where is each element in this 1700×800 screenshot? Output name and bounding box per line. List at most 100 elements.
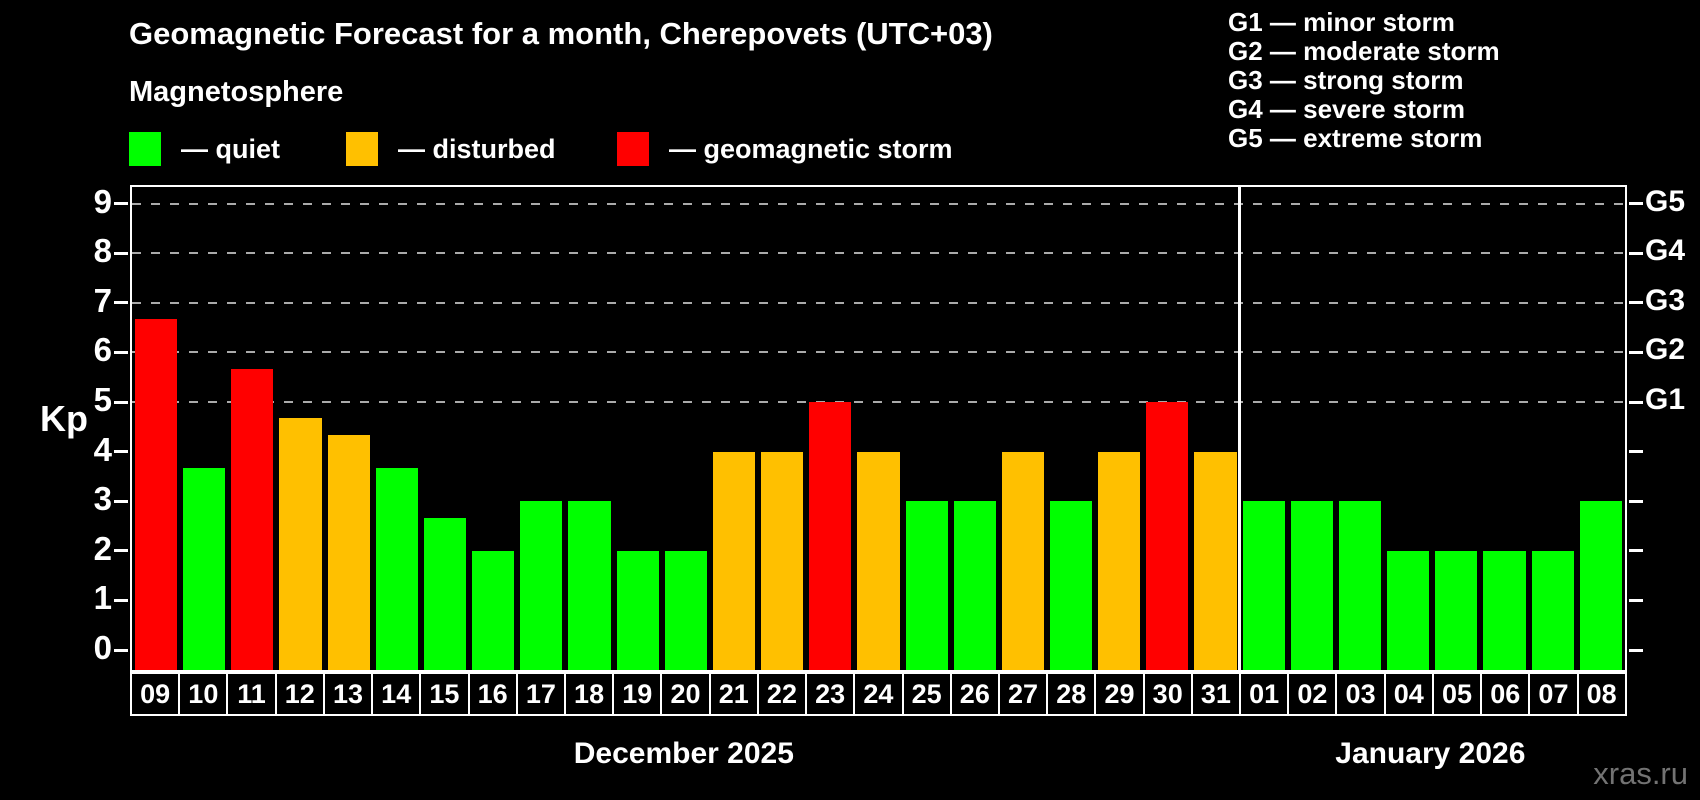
day-label-21: 21 bbox=[708, 672, 759, 716]
kp-bar bbox=[712, 452, 756, 670]
bar-slot-day-23 bbox=[806, 187, 854, 670]
day-label-15: 15 bbox=[419, 672, 470, 716]
kp-bar bbox=[1194, 452, 1237, 670]
day-label-16: 16 bbox=[467, 672, 518, 716]
bar-slot-day-20 bbox=[662, 187, 710, 670]
bar-slot-day-16 bbox=[469, 187, 517, 670]
day-label-20: 20 bbox=[660, 672, 711, 716]
kp-tick-label: 2 bbox=[93, 529, 112, 567]
plot-area bbox=[114, 185, 1643, 672]
kp-bar bbox=[183, 468, 226, 670]
left-tick bbox=[114, 251, 128, 255]
bar-slot-day-12 bbox=[276, 187, 324, 670]
g-axis-label-g5: G5 bbox=[1645, 184, 1686, 218]
day-label-19: 19 bbox=[612, 672, 663, 716]
watermark: xras.ru bbox=[1593, 756, 1688, 791]
kp-bar bbox=[809, 402, 852, 670]
day-label-30: 30 bbox=[1142, 672, 1193, 716]
kp-tick-label: 8 bbox=[93, 232, 112, 270]
bar-slot-day-05 bbox=[1432, 187, 1480, 670]
kp-tick-label: 3 bbox=[93, 480, 112, 518]
right-tick bbox=[1629, 251, 1643, 255]
kp-bar bbox=[1242, 501, 1285, 670]
left-tick bbox=[114, 499, 128, 503]
bar-slot-day-25 bbox=[903, 187, 951, 670]
kp-bar bbox=[279, 418, 322, 670]
kp-bar bbox=[231, 369, 274, 670]
g-legend-line: G3 — strong storm bbox=[1228, 65, 1464, 95]
right-tick bbox=[1629, 350, 1643, 354]
day-label-13: 13 bbox=[322, 672, 374, 716]
day-label-26: 26 bbox=[949, 672, 1000, 716]
day-label-22: 22 bbox=[756, 672, 808, 716]
bar-slot-day-10 bbox=[180, 187, 228, 670]
kp-bar bbox=[1049, 501, 1093, 670]
left-tick bbox=[114, 350, 128, 354]
legend-item-quiet: — quiet bbox=[129, 131, 280, 167]
storm-swatch bbox=[617, 132, 649, 166]
day-label-18: 18 bbox=[563, 672, 615, 716]
g-axis-label-g1: G1 bbox=[1645, 383, 1686, 416]
day-label-14: 14 bbox=[371, 672, 422, 716]
kp-bar bbox=[616, 551, 659, 670]
kp-bar bbox=[1387, 551, 1430, 670]
bar-slot-day-19 bbox=[614, 187, 662, 670]
day-label-24: 24 bbox=[853, 672, 904, 716]
day-label-28: 28 bbox=[1046, 672, 1097, 716]
day-label-09: 09 bbox=[130, 672, 181, 716]
kp-bar bbox=[520, 501, 563, 670]
day-label-07: 07 bbox=[1528, 672, 1579, 716]
kp-bar bbox=[1483, 551, 1526, 670]
day-label-31: 31 bbox=[1190, 672, 1242, 716]
kp-bar bbox=[905, 501, 948, 670]
day-label-25: 25 bbox=[901, 672, 952, 716]
bar-slot-day-29 bbox=[1095, 187, 1143, 670]
right-tick bbox=[1629, 648, 1643, 652]
kp-bar bbox=[135, 319, 178, 670]
legend-item-label: — geomagnetic storm bbox=[669, 133, 953, 164]
bar-slot-day-06 bbox=[1480, 187, 1528, 670]
day-axis: 09 10 11 12 13 14 15 16 17 18 19 20 21 22 23 24 25 26 27 28… bbox=[130, 672, 1627, 716]
day-label-05: 05 bbox=[1431, 672, 1483, 716]
day-label-17: 17 bbox=[515, 672, 566, 716]
left-tick bbox=[114, 598, 128, 602]
right-tick bbox=[1629, 598, 1643, 602]
left-tick bbox=[114, 549, 128, 553]
day-label-03: 03 bbox=[1335, 672, 1386, 716]
bar-slot-day-21 bbox=[710, 187, 758, 670]
kp-tick-label: 0 bbox=[93, 629, 112, 666]
kp-bar bbox=[1290, 501, 1333, 670]
bar-slot-day-02 bbox=[1288, 187, 1336, 670]
kp-tick-label: 4 bbox=[93, 430, 112, 468]
month-label: December 2025 bbox=[573, 737, 794, 770]
g-legend-line: G2 — moderate storm bbox=[1228, 36, 1500, 66]
bar-slot-day-11 bbox=[228, 187, 276, 670]
day-label-04: 04 bbox=[1383, 672, 1434, 716]
kp-axis-label: Kp bbox=[40, 398, 88, 439]
kp-bar bbox=[1435, 551, 1478, 670]
day-label-27: 27 bbox=[997, 672, 1049, 716]
bar-slot-day-08 bbox=[1577, 187, 1625, 670]
day-label-29: 29 bbox=[1094, 672, 1145, 716]
legend-item-disturbed: — disturbed bbox=[346, 131, 556, 167]
kp-tick-label: 1 bbox=[93, 579, 112, 617]
quiet-swatch bbox=[129, 132, 161, 166]
kp-bar bbox=[1579, 501, 1622, 670]
gridline-kp9 bbox=[132, 202, 1625, 205]
bar-slot-day-30 bbox=[1143, 187, 1191, 670]
bar-slot-day-14 bbox=[373, 187, 421, 670]
kp-tick-label: 7 bbox=[93, 281, 112, 319]
bar-slot-day-24 bbox=[854, 187, 902, 670]
kp-bar bbox=[857, 452, 900, 670]
g-scale-legend: G1 — minor storm G2 — moderate storm G3 — … bbox=[1228, 8, 1500, 153]
day-label-10: 10 bbox=[178, 672, 229, 716]
bar-slot-day-09 bbox=[132, 187, 180, 670]
bar-slot-day-07 bbox=[1529, 187, 1577, 670]
kp-tick-label: 9 bbox=[93, 182, 112, 220]
g-axis-label-g2: G2 bbox=[1645, 333, 1686, 367]
right-tick bbox=[1629, 450, 1643, 454]
left-tick bbox=[114, 202, 128, 206]
kp-bar bbox=[761, 452, 804, 670]
bar-slot-day-15 bbox=[421, 187, 469, 670]
